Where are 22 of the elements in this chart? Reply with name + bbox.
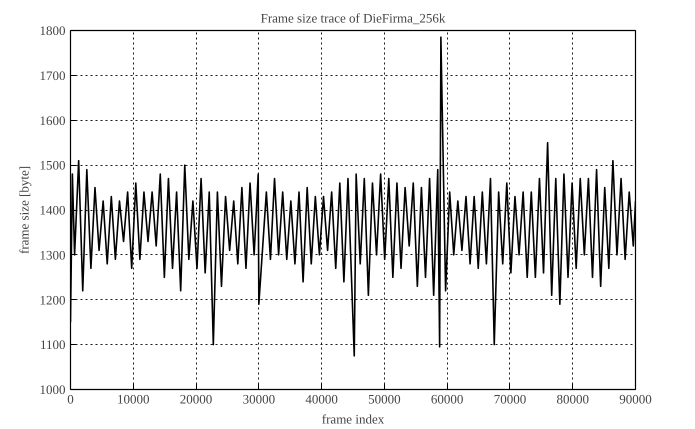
y-tick-label: 1200 <box>40 292 66 308</box>
y-tick-label: 1700 <box>40 68 66 83</box>
y-tick-label: 1300 <box>40 247 66 262</box>
x-axis-title: frame index <box>322 412 385 426</box>
chart-title: Frame size trace of DieFirma_256k <box>260 10 446 26</box>
x-tick-label: 20000 <box>180 392 212 406</box>
x-tick-label: 60000 <box>430 392 464 406</box>
x-tick-label: 10000 <box>117 392 150 406</box>
y-tick-label: 1600 <box>40 112 66 128</box>
y-tick-label: 1000 <box>40 382 66 397</box>
y-tick-label: 1100 <box>40 337 66 352</box>
y-tick-label: 1400 <box>40 202 66 218</box>
x-tick-label: 50000 <box>368 392 401 406</box>
y-tick-label: 1800 <box>40 23 66 38</box>
x-tick-label: 80000 <box>556 392 589 406</box>
x-tick-label: 30000 <box>242 392 276 406</box>
y-tick-label: 1500 <box>40 158 66 173</box>
x-tick-label: 90000 <box>619 392 652 406</box>
x-tick-label: 0 <box>67 392 74 406</box>
y-axis-title: frame size [byte] <box>16 166 32 254</box>
x-tick-label: 70000 <box>494 392 526 406</box>
x-tick-label: 40000 <box>305 392 338 406</box>
